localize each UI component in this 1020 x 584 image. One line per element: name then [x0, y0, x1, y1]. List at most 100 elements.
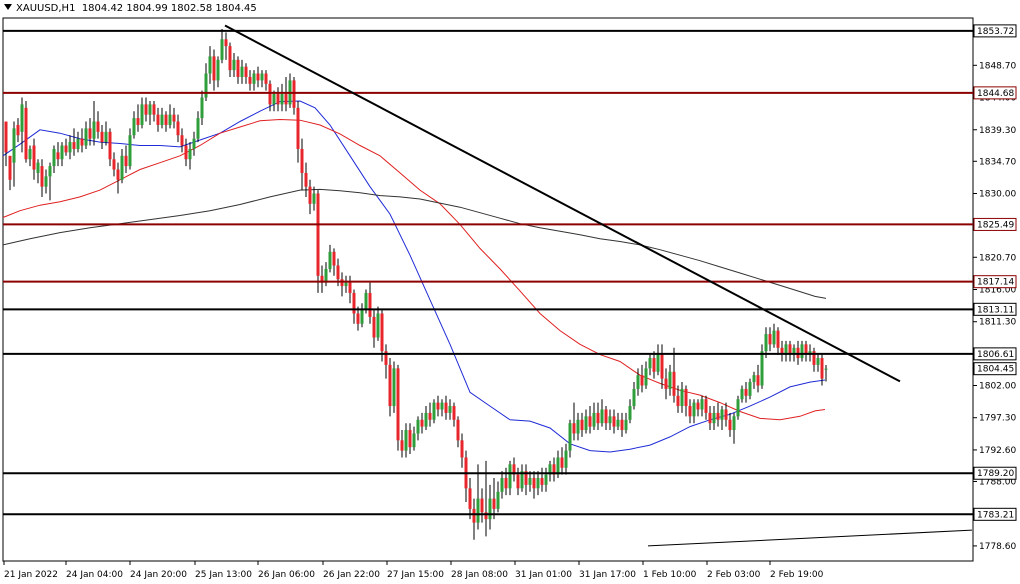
- candle-bull: [628, 406, 632, 420]
- candle-bear: [676, 395, 680, 407]
- candle-bull: [496, 491, 500, 509]
- candle-bear: [436, 402, 440, 410]
- candle-bear: [292, 80, 296, 108]
- candle-bull: [800, 344, 804, 359]
- candle-bear: [780, 347, 784, 355]
- dropdown-triangle-icon[interactable]: [4, 4, 12, 10]
- candle-bear: [524, 471, 528, 485]
- candle-bull: [680, 388, 684, 407]
- candle-bear: [660, 354, 664, 379]
- level-label-box: [973, 24, 1017, 38]
- candle-bear: [176, 121, 180, 136]
- candle-bull: [700, 399, 704, 410]
- candle-bear: [768, 334, 772, 345]
- candle-bear: [116, 169, 120, 180]
- trendline-resistance: [224, 24, 901, 383]
- candle-bull: [204, 73, 208, 98]
- candle-bull: [564, 450, 568, 468]
- candle-bear: [228, 46, 232, 71]
- candle-bear: [348, 282, 352, 293]
- candle-bear: [212, 56, 216, 81]
- candle-bear: [492, 498, 496, 509]
- y-tick-label: 1811.30: [979, 318, 1016, 328]
- candle-bull: [556, 457, 560, 475]
- candle-bear: [72, 142, 76, 149]
- candle-bull: [168, 114, 172, 125]
- ohlc-readout: 1804.42 1804.99 1802.58 1804.45: [81, 3, 257, 14]
- candle-bull: [192, 138, 196, 149]
- level-label-box: [973, 507, 1017, 521]
- candle-bull: [364, 292, 368, 311]
- candle-bear: [356, 313, 360, 324]
- candle-bull: [792, 347, 796, 355]
- candle-bear: [276, 94, 280, 105]
- level-label-box: [973, 302, 1017, 316]
- candle-bear: [560, 457, 564, 468]
- moving-average-line: [2, 100, 826, 453]
- candle-bear: [368, 292, 372, 317]
- y-tick-label: 1792.60: [979, 446, 1016, 456]
- candle-bull: [76, 138, 80, 149]
- candle-bull: [544, 474, 548, 485]
- candle-bull: [584, 416, 588, 431]
- candle-bull: [656, 354, 660, 372]
- candle-bear: [152, 104, 156, 115]
- x-tick-label: 26 Jan 22:00: [323, 570, 380, 580]
- candle-bull: [568, 423, 572, 451]
- level-label: 1825.49: [977, 220, 1014, 230]
- candle-bear: [604, 409, 608, 424]
- candle-bull: [412, 433, 416, 448]
- chart-header: XAUUSD,H1 1804.42 1804.99 1802.58 1804.4…: [4, 3, 257, 14]
- level-label: 1789.20: [977, 469, 1014, 479]
- candle-bear: [396, 368, 400, 441]
- candle-bull: [44, 176, 48, 187]
- candle-bull: [772, 330, 776, 345]
- candle-bull: [216, 59, 220, 81]
- level-label: 1853.72: [977, 27, 1014, 37]
- candle-bear: [384, 351, 388, 365]
- candle-bear: [248, 76, 252, 84]
- candle-bull: [720, 409, 724, 420]
- candle-bull: [188, 148, 192, 160]
- candle-bear: [516, 474, 520, 489]
- candle-bear: [804, 344, 808, 355]
- candle-bull: [500, 478, 504, 492]
- x-tick-label: 31 Jan 17:00: [579, 570, 636, 580]
- candle-bear: [820, 358, 824, 379]
- candle-bear: [428, 412, 432, 420]
- candle-bull: [196, 118, 200, 139]
- candle-bull: [752, 375, 756, 383]
- candle-bull: [520, 471, 524, 489]
- y-tick-label: 1802.00: [979, 381, 1016, 391]
- candle-bear: [124, 155, 128, 167]
- candle-bull: [232, 59, 236, 71]
- candle-bear: [308, 186, 312, 204]
- candle-bear: [172, 114, 176, 122]
- candle-bull: [740, 388, 744, 400]
- candle-bear: [708, 412, 712, 424]
- candle-bear: [108, 131, 112, 160]
- y-tick-label: 1797.30: [979, 414, 1016, 424]
- candle-bear: [672, 371, 676, 396]
- candle-bear: [4, 121, 8, 153]
- candle-bear: [64, 145, 68, 153]
- candle-bear: [400, 440, 404, 451]
- trendline-support: [647, 529, 973, 547]
- candle-bear: [8, 155, 12, 180]
- level-label-box: [973, 347, 1017, 361]
- y-tick-label: 1839.30: [979, 126, 1016, 136]
- candle-bear: [16, 124, 20, 136]
- candle-bear: [420, 419, 424, 427]
- candle-bull: [528, 478, 532, 485]
- candle-bull: [824, 368, 828, 370]
- candle-bear: [372, 316, 376, 338]
- candle-bear: [504, 478, 508, 489]
- candle-bear: [80, 138, 84, 146]
- candle-bull: [632, 388, 636, 407]
- candle-bull: [20, 104, 24, 132]
- candle-bull: [432, 402, 436, 420]
- candle-bull: [60, 145, 64, 160]
- x-tick-label: 2 Feb 19:00: [770, 570, 824, 580]
- candle-bear: [756, 375, 760, 386]
